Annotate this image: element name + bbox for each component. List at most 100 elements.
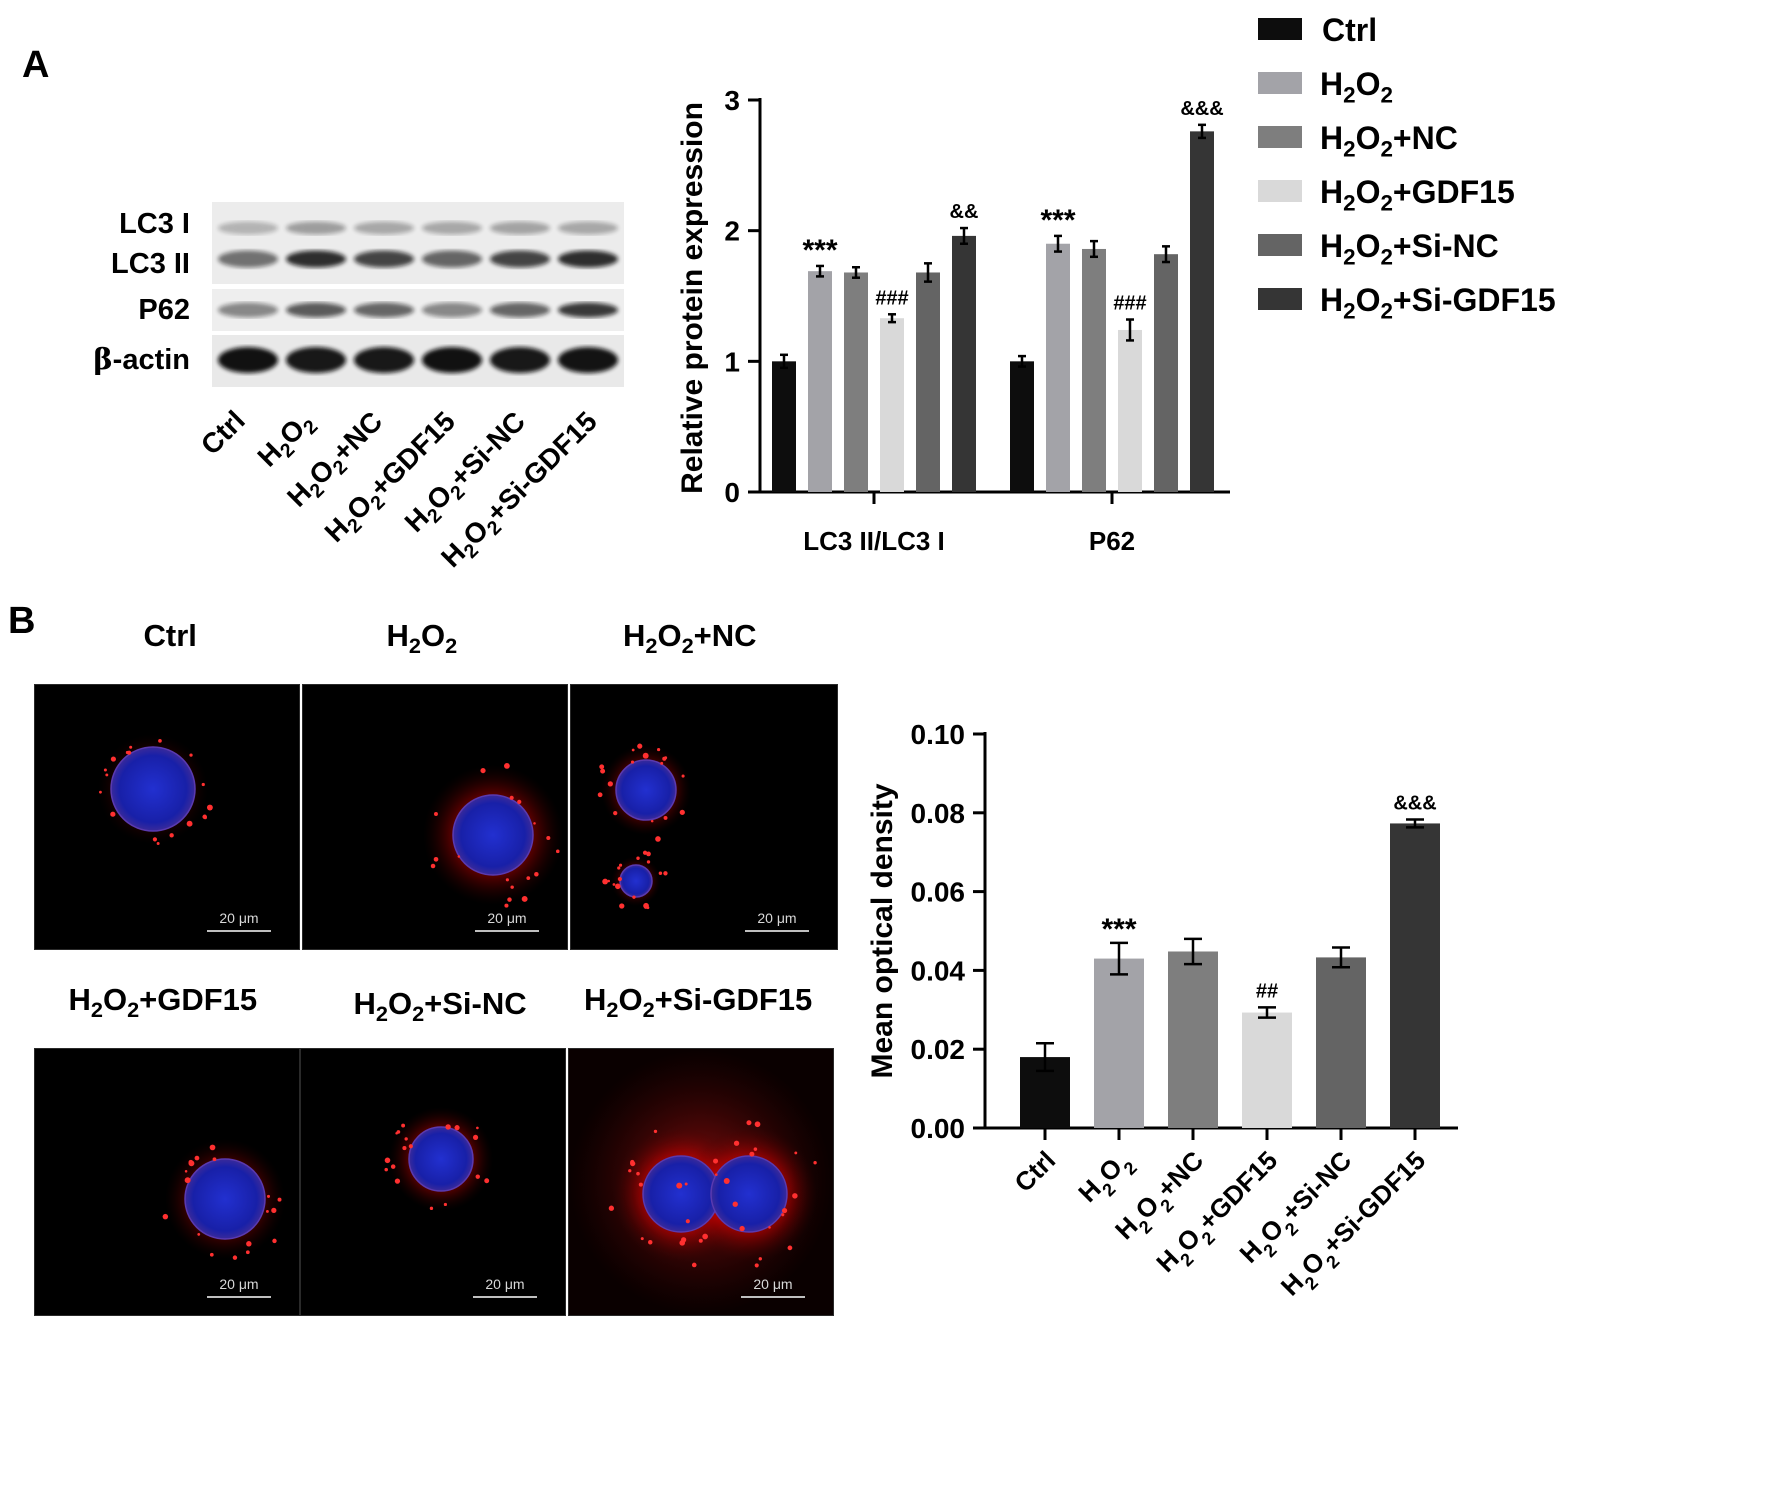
chart-a-x-tick-label: LC3 II/LC3 I xyxy=(803,526,945,556)
chart-b-y-tick-label: 0.06 xyxy=(911,877,966,908)
chart-a-bar xyxy=(1154,254,1178,492)
chart-b-bar xyxy=(1168,951,1218,1128)
legend-label: H2O2+Si-NC xyxy=(1320,228,1499,270)
chart-a-bar xyxy=(772,361,796,492)
lc3-punctum xyxy=(169,833,174,838)
chart-b-bar xyxy=(1390,823,1440,1128)
lc3-punctum xyxy=(630,1160,636,1167)
micro-image: 20 μm xyxy=(34,1048,300,1316)
panel-b-letter: B xyxy=(8,600,36,642)
lc3-punctum xyxy=(526,876,531,881)
lc3-punctum xyxy=(408,1144,413,1149)
lc3-punctum xyxy=(753,1147,758,1151)
nucleus xyxy=(619,864,653,898)
legend-label: H2O2+Si-GDF15 xyxy=(1320,282,1556,324)
chart-a-annotation: *** xyxy=(1040,204,1075,237)
chart-a-bar xyxy=(1118,329,1142,492)
lc3-punctum xyxy=(433,812,438,816)
scale-bar-label: 20 μm xyxy=(487,910,526,926)
lc3-punctum xyxy=(650,819,654,823)
lc3-punctum xyxy=(209,1252,214,1257)
actin-band xyxy=(558,347,618,373)
chart-a-bar xyxy=(1190,131,1214,493)
chart-b-y-tick-label: 0.04 xyxy=(911,955,966,986)
lc3-i-band xyxy=(558,221,618,235)
lc3-i-band xyxy=(218,221,278,235)
legend-swatch xyxy=(1258,72,1302,94)
lc3-punctum xyxy=(792,1193,798,1199)
beta-actin-text: -actin xyxy=(112,344,190,376)
lc3-punctum xyxy=(105,773,109,777)
lc3-punctum xyxy=(600,768,606,774)
lc3-punctum xyxy=(618,863,623,867)
lc3-punctum xyxy=(457,855,461,858)
chart-b-annotation: ## xyxy=(1256,980,1278,1002)
actin-membrane xyxy=(212,335,624,387)
lc3-punctum xyxy=(277,1197,282,1202)
micro-image: 20 μm xyxy=(568,1048,834,1316)
lc3-punctum xyxy=(768,1226,771,1229)
micro-image: 20 μm xyxy=(34,684,300,950)
chart-b-x-tick-label: H2O2+Si-GDF15 xyxy=(1275,1145,1437,1307)
lc3-punctum xyxy=(658,871,663,876)
chart-a-bar xyxy=(880,318,904,492)
lc3-punctum xyxy=(521,895,528,902)
lc3-punctum xyxy=(103,768,107,772)
actin-band xyxy=(490,347,550,373)
legend-swatch xyxy=(1258,180,1302,202)
lc3-membrane xyxy=(212,202,624,284)
micro-image-title: H2O2+NC xyxy=(623,618,757,659)
p62-band xyxy=(490,302,550,318)
chart-a-annotation: ### xyxy=(875,287,908,309)
micro-image-title: H2O2+GDF15 xyxy=(68,982,258,1023)
chart-b-y-tick-label: 0.08 xyxy=(911,798,966,829)
chart-b: 0.00 0.02 0.04 0.06 0.08 0.10 Mean optical den… xyxy=(866,719,1458,1307)
lc3-punctum xyxy=(517,799,522,804)
lc3-punctum xyxy=(794,1151,798,1155)
chart-a-y-tick-label: 0 xyxy=(724,477,740,508)
lc3-punctum xyxy=(534,872,539,877)
legend-swatch xyxy=(1258,288,1302,310)
lc3-punctum xyxy=(433,856,439,862)
lc3-punctum xyxy=(676,1182,683,1189)
lc3-punctum xyxy=(555,849,560,854)
lc3-punctum xyxy=(194,1155,200,1161)
lc3-punctum xyxy=(99,790,102,794)
chart-a-x-tick-label: P62 xyxy=(1089,526,1135,556)
scale-bar-label: 20 μm xyxy=(219,1276,258,1292)
blot-label-p62: P62 xyxy=(138,294,190,326)
lc3-punctum xyxy=(702,1233,708,1240)
lc3-punctum xyxy=(657,747,661,752)
lc3-punctum xyxy=(454,1125,460,1131)
lc3-punctum xyxy=(628,1169,632,1173)
lc3-punctum xyxy=(404,1137,408,1141)
p62-bands xyxy=(218,302,618,318)
lc3-ii-bands xyxy=(218,250,618,268)
panel-a-letter: A xyxy=(22,44,50,86)
lc3-punctum xyxy=(781,1207,788,1214)
chart-a-bar xyxy=(808,271,832,492)
lc3-punctum xyxy=(646,851,651,857)
chart-a-y-tick-label: 3 xyxy=(724,85,740,116)
legend-label: H2O2 xyxy=(1320,66,1393,108)
lc3-punctum xyxy=(507,897,512,902)
chart-b-y-label: Mean optical density xyxy=(866,783,899,1078)
lc3-punctum xyxy=(679,809,685,815)
lc3-punctum xyxy=(607,781,613,787)
lc3-punctum xyxy=(608,1205,615,1211)
lc3-punctum xyxy=(679,1240,686,1246)
lc3-punctum xyxy=(189,753,193,757)
lc3-punctum xyxy=(640,1237,644,1241)
micro-image-title: H2O2+Si-GDF15 xyxy=(584,982,813,1023)
lc3-punctum xyxy=(713,1158,719,1164)
chart-b-x-tick-label: Ctrl xyxy=(1008,1145,1061,1198)
lc3-punctum xyxy=(162,1213,169,1220)
lc3-punctum xyxy=(637,743,643,749)
lc3-punctum xyxy=(663,815,668,820)
actin-band xyxy=(422,347,482,373)
lc3-punctum xyxy=(642,752,649,759)
lc3-punctum xyxy=(546,836,551,841)
lc3-punctum xyxy=(510,885,514,889)
lc3-punctum xyxy=(475,1174,480,1179)
western-blot-image xyxy=(212,202,624,387)
